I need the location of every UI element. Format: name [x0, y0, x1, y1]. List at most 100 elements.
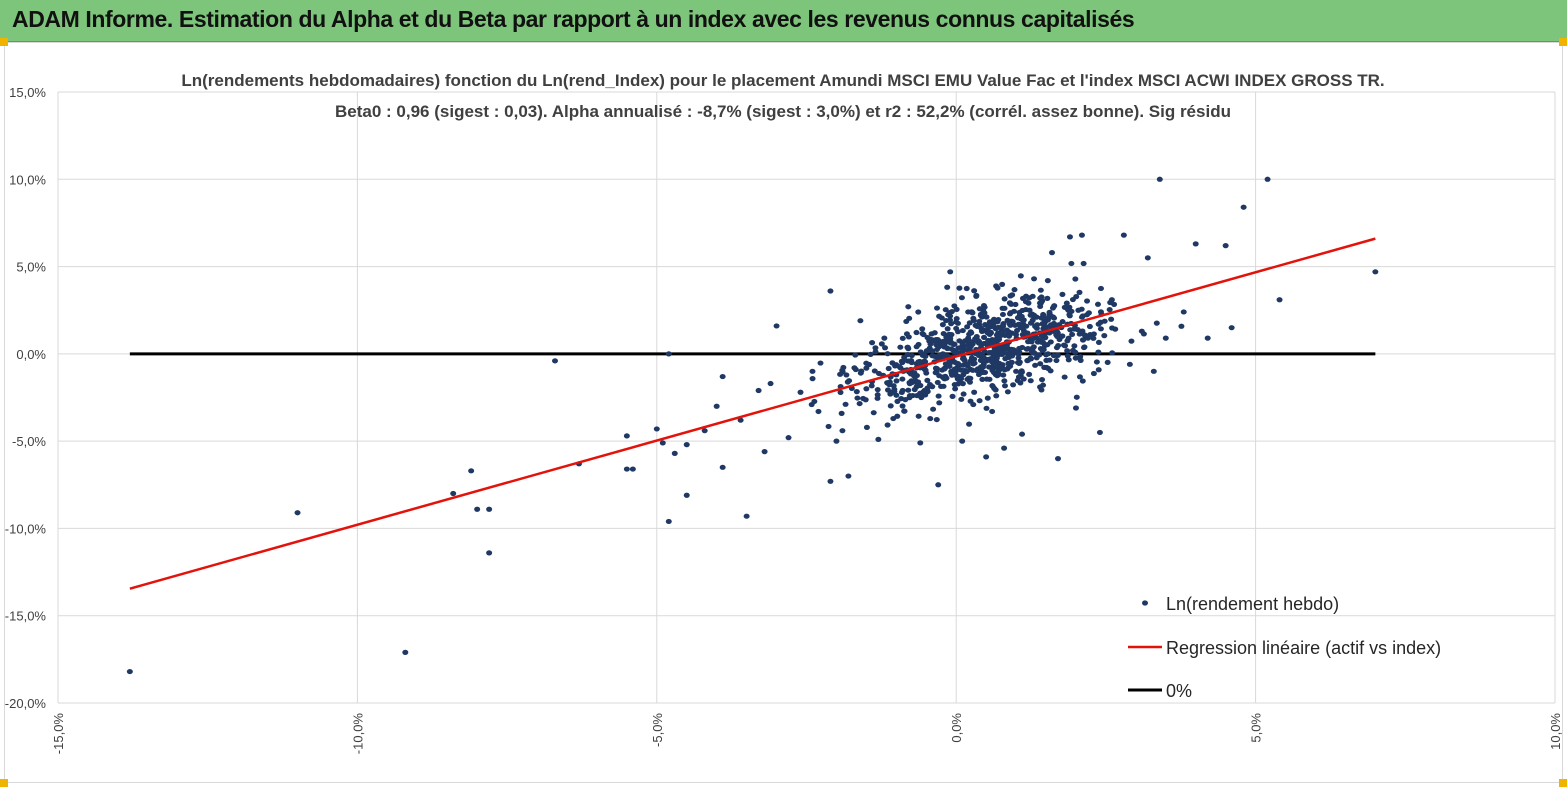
scatter-point [1095, 349, 1102, 355]
scatter-point [902, 397, 909, 403]
scatter-point [1047, 368, 1054, 374]
scatter-point [1106, 306, 1113, 313]
scatter-point [966, 421, 973, 427]
scatter-point [1061, 374, 1068, 380]
scatter-point [996, 345, 1003, 351]
scatter-point [1034, 322, 1041, 328]
scatter-point [858, 368, 865, 374]
scatter-point [1120, 232, 1127, 238]
scatter-point [1097, 285, 1104, 292]
scatter-point [946, 309, 953, 316]
scatter-point [1046, 323, 1053, 329]
scatter-point [979, 376, 986, 382]
scatter-point [701, 428, 708, 434]
scatter-point [941, 376, 948, 382]
scatter-point [917, 440, 924, 446]
scatter-point [1079, 328, 1086, 334]
scatter-point [1014, 377, 1021, 384]
scatter-point [992, 325, 999, 332]
y-tick-label: -20,0% [5, 696, 47, 711]
scatter-point [838, 410, 845, 417]
scatter-point [486, 506, 493, 512]
scatter-point [1013, 368, 1020, 374]
scatter-point [1030, 344, 1037, 350]
scatter-point [1101, 333, 1108, 339]
scatter-point [872, 349, 879, 355]
scatter-point [952, 386, 959, 392]
scatter-point [970, 401, 977, 408]
scatter-point [963, 285, 970, 292]
scatter-point [924, 377, 931, 383]
scatter-point [929, 348, 936, 354]
scatter-point [874, 387, 881, 393]
scatter-point [1040, 382, 1047, 388]
resize-handle-top-right[interactable] [1559, 38, 1567, 46]
scatter-point [885, 365, 892, 372]
scatter-point [989, 359, 996, 365]
resize-handle-bottom-left[interactable] [0, 779, 8, 787]
scatter-point [893, 378, 900, 384]
scatter-point [944, 284, 951, 290]
scatter-point [960, 372, 967, 378]
scatter-point [1055, 342, 1062, 349]
scatter-point [955, 345, 962, 351]
scatter-point [1228, 325, 1235, 331]
scatter-point [983, 454, 990, 460]
scatter-point [1039, 347, 1046, 353]
scatter-point [980, 364, 987, 370]
scatter-point [927, 415, 934, 422]
scatter-point [450, 490, 457, 497]
scatter-point [474, 506, 481, 512]
scatter-point [1144, 255, 1151, 261]
scatter-point [989, 408, 996, 415]
chart-subtitle: Beta0 : 0,96 (sigest : 0,03). Alpha annu… [335, 102, 1231, 121]
scatter-point [995, 372, 1002, 378]
scatter-point [914, 381, 921, 387]
legend-label: Regression linéaire (actif vs index) [1166, 638, 1441, 658]
y-tick-label: 15,0% [9, 85, 46, 100]
scatter-point [785, 435, 792, 441]
scatter-point [1006, 321, 1013, 327]
scatter-point [887, 403, 894, 409]
legend[interactable]: Ln(rendement hebdo) Regression linéaire (… [1128, 594, 1441, 701]
resize-handle-top-left[interactable] [0, 38, 8, 46]
chart-frame[interactable] [4, 42, 1563, 783]
scatter-point [985, 337, 992, 344]
scatter-point [1038, 387, 1045, 393]
scatter-point [931, 330, 938, 336]
scatter-point [913, 329, 920, 336]
scatter-point [993, 355, 1000, 361]
scatter-point [852, 366, 859, 373]
scatter-point [126, 668, 133, 675]
scatter-point [1038, 339, 1045, 345]
scatter-point [881, 335, 888, 341]
scatter-point [934, 379, 941, 386]
scatter-point [665, 351, 672, 357]
scatter-point [986, 376, 993, 382]
regression-line-layer [129, 237, 1376, 590]
scatter-point [939, 322, 946, 328]
x-tick-label: -10,0% [350, 713, 365, 755]
scatter-point [1001, 296, 1008, 302]
scatter-point [1059, 291, 1066, 297]
regression-line [129, 237, 1376, 590]
scatter-point [1012, 301, 1019, 308]
scatter-point [908, 359, 915, 366]
scatter-point [671, 450, 678, 456]
scatter-point [1081, 344, 1088, 350]
scatter-point [840, 364, 847, 371]
scatter-point [797, 389, 804, 395]
scatter-point [867, 351, 874, 357]
scatter-point [999, 311, 1006, 318]
scatter-point [1107, 299, 1114, 306]
scatter-point [991, 385, 998, 391]
scatter-point [983, 314, 990, 320]
scatter-point [947, 317, 954, 323]
scatter-point [882, 345, 889, 351]
scatter-point [985, 329, 992, 335]
resize-handle-bottom-right[interactable] [1559, 779, 1567, 787]
scatter-point [955, 381, 962, 387]
x-tick-label: 10,0% [1548, 713, 1563, 750]
scatter-point [773, 323, 780, 329]
scatter-point [999, 329, 1006, 336]
